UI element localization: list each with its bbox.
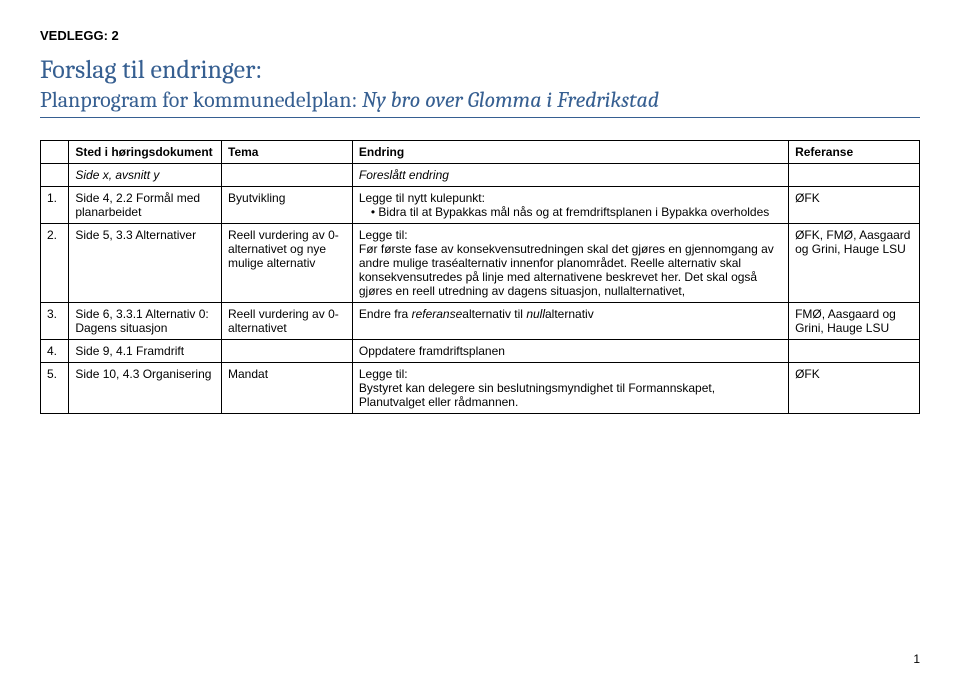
th-ref: Referanse	[789, 141, 920, 164]
table-row: 5. Side 10, 4.3 Organisering Mandat Legg…	[41, 363, 920, 414]
th-endring: Endring	[352, 141, 788, 164]
page-subtitle: Planprogram for kommunedelplan: Ny bro o…	[40, 87, 920, 113]
cell-endring: Endre fra referansealternativ til nullal…	[352, 303, 788, 340]
endring-body: Før første fase av konsekvensutredningen…	[359, 242, 782, 298]
cell-ref: ØFK, FMØ, Aasgaard og Grini, Hauge LSU	[789, 224, 920, 303]
subtitle-plain: Planprogram for kommunedelplan:	[40, 87, 362, 113]
cell-tema: Byutvikling	[222, 187, 353, 224]
subtitle-italic: Ny bro over Glomma i Fredrikstad	[362, 87, 659, 113]
cell-tema: Mandat	[222, 363, 353, 414]
cell-sted: Side 5, 3.3 Alternativer	[69, 224, 222, 303]
cell-num: 3.	[41, 303, 69, 340]
sub-ref	[789, 164, 920, 187]
table-row: 1. Side 4, 2.2 Formål med planarbeidet B…	[41, 187, 920, 224]
table-header-row: Sted i høringsdokument Tema Endring Refe…	[41, 141, 920, 164]
cell-tema: Reell vurdering av 0-alternativet	[222, 303, 353, 340]
endring-pre: Legge til:	[359, 228, 782, 242]
cell-ref: FMØ, Aasgaard og Grini, Hauge LSU	[789, 303, 920, 340]
endring-it1: referanse	[412, 307, 463, 321]
cell-num: 1.	[41, 187, 69, 224]
cell-sted: Side 10, 4.3 Organisering	[69, 363, 222, 414]
cell-num: 5.	[41, 363, 69, 414]
sub-sted: Side x, avsnitt y	[69, 164, 222, 187]
endring-bullet: Bidra til at Bypakkas mål nås og at frem…	[359, 205, 782, 219]
sub-tema	[222, 164, 353, 187]
cell-sted: Side 9, 4.1 Framdrift	[69, 340, 222, 363]
sub-endring: Foreslått endring	[352, 164, 788, 187]
cell-tema	[222, 340, 353, 363]
th-num	[41, 141, 69, 164]
page-number: 1	[913, 652, 920, 666]
th-tema: Tema	[222, 141, 353, 164]
endring-mid: alternativ til	[462, 307, 526, 321]
cell-sted: Side 4, 2.2 Formål med planarbeidet	[69, 187, 222, 224]
table-row: 3. Side 6, 3.3.1 Alternativ 0: Dagens si…	[41, 303, 920, 340]
cell-ref: ØFK	[789, 187, 920, 224]
cell-num: 4.	[41, 340, 69, 363]
endring-pre: Legge til:	[359, 367, 782, 381]
cell-endring: Legge til: Før første fase av konsekvens…	[352, 224, 788, 303]
cell-ref	[789, 340, 920, 363]
cell-endring: Legge til: Bystyret kan delegere sin bes…	[352, 363, 788, 414]
endring-body: Bystyret kan delegere sin beslutningsmyn…	[359, 381, 782, 409]
cell-ref: ØFK	[789, 363, 920, 414]
table-row: 4. Side 9, 4.1 Framdrift Oppdatere framd…	[41, 340, 920, 363]
attachment-label: VEDLEGG: 2	[40, 28, 920, 43]
title-divider	[40, 117, 920, 118]
page-title: Forslag til endringer:	[40, 55, 920, 85]
endring-it2: null	[526, 307, 545, 321]
cell-sted: Side 6, 3.3.1 Alternativ 0: Dagens situa…	[69, 303, 222, 340]
table-subheader-row: Side x, avsnitt y Foreslått endring	[41, 164, 920, 187]
cell-tema: Reell vurdering av 0-alternativet og nye…	[222, 224, 353, 303]
endring-suf: alternativ	[545, 307, 594, 321]
endring-pre: Legge til nytt kulepunkt:	[359, 191, 485, 205]
table-row: 2. Side 5, 3.3 Alternativer Reell vurder…	[41, 224, 920, 303]
th-sted: Sted i høringsdokument	[69, 141, 222, 164]
cell-endring: Legge til nytt kulepunkt: Bidra til at B…	[352, 187, 788, 224]
changes-table: Sted i høringsdokument Tema Endring Refe…	[40, 140, 920, 414]
sub-num	[41, 164, 69, 187]
cell-num: 2.	[41, 224, 69, 303]
cell-endring: Oppdatere framdriftsplanen	[352, 340, 788, 363]
endring-pref: Endre fra	[359, 307, 412, 321]
